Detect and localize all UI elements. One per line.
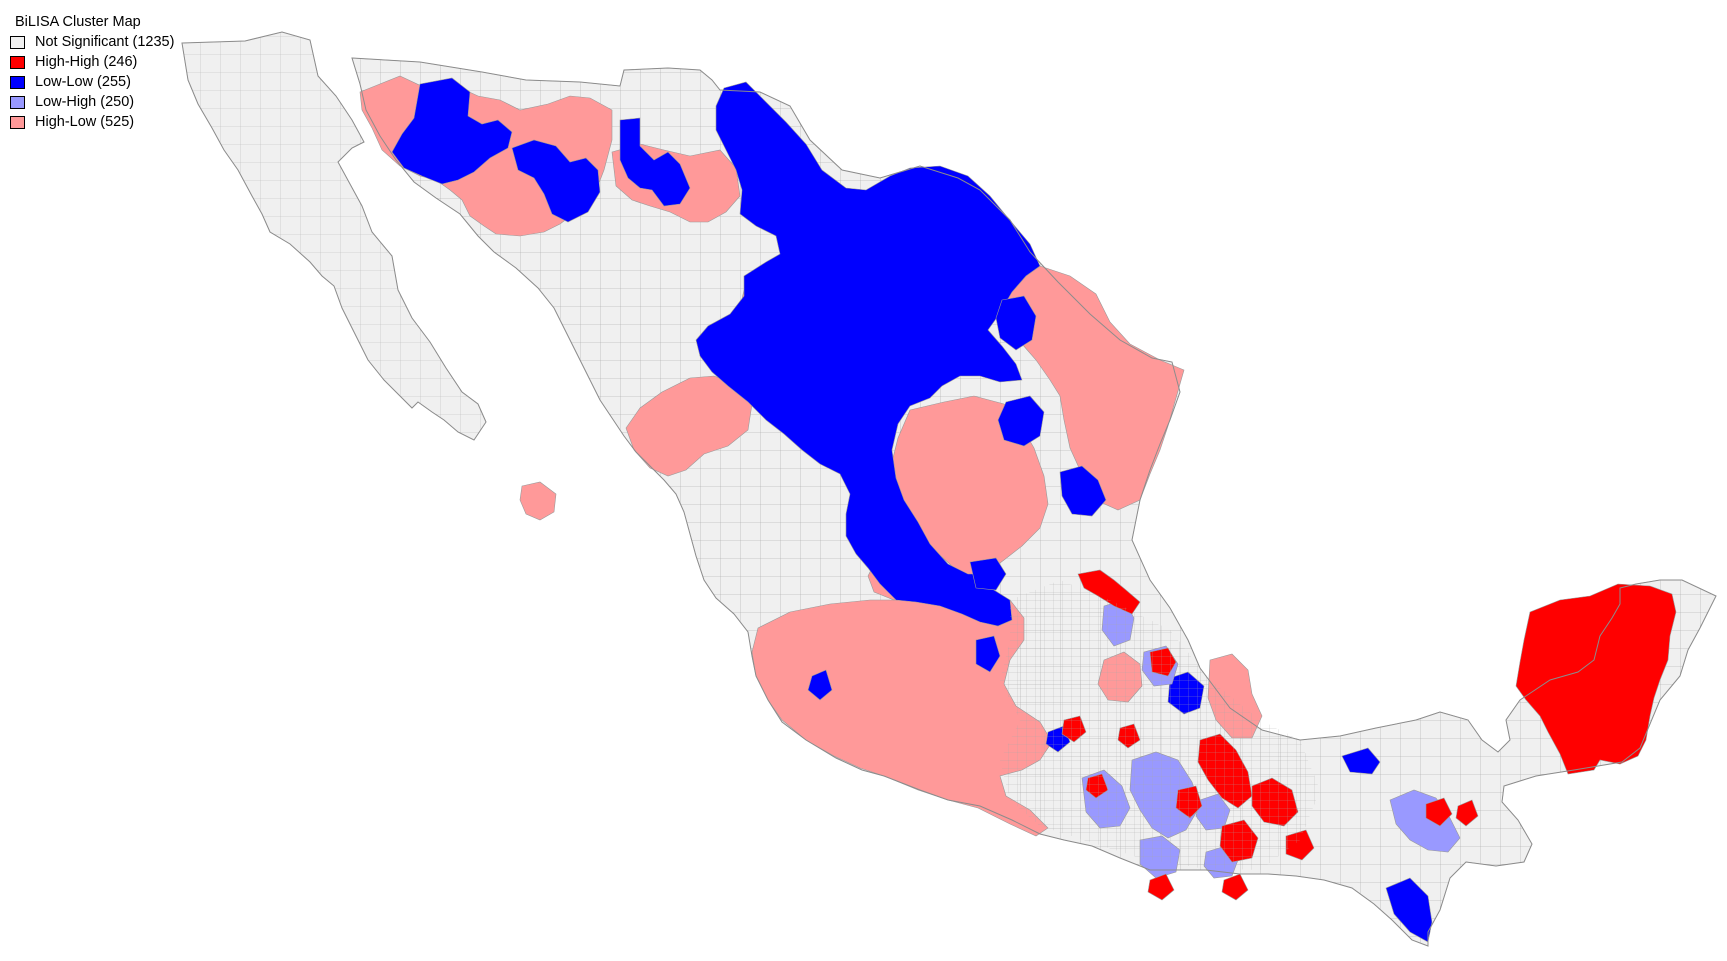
legend-swatch-low-low xyxy=(10,75,25,89)
legend-title: BiLISA Cluster Map xyxy=(15,14,141,30)
legend-label-high-high: High-High (246) xyxy=(35,53,138,70)
map-legend: BiLISA Cluster Map Not Significant (1235… xyxy=(10,13,174,132)
legend-swatch-low-high xyxy=(10,95,25,109)
legend-item-low-low[interactable]: Low-Low (255) xyxy=(10,72,174,92)
country-outline xyxy=(351,57,1717,947)
baja-boundaries xyxy=(182,32,486,440)
legend-swatch-high-low xyxy=(10,115,25,129)
legend-item-low-high[interactable]: Low-High (250) xyxy=(10,92,174,112)
legend-swatch-high-high xyxy=(10,55,25,69)
region-baja-islands xyxy=(519,481,557,521)
legend-item-high-high[interactable]: High-High (246) xyxy=(10,52,174,72)
legend-label-high-low: High-Low (525) xyxy=(35,113,135,130)
legend-label-low-high: Low-High (250) xyxy=(35,93,135,110)
legend-item-not-significant[interactable]: Not Significant (1235) xyxy=(10,32,174,52)
baja-outline xyxy=(181,31,487,441)
legend-label-low-low: Low-Low (255) xyxy=(35,73,131,90)
legend-swatch-not-significant xyxy=(10,35,25,49)
legend-label-not-significant: Not Significant (1235) xyxy=(35,33,175,50)
central-dense-boundaries xyxy=(1000,580,1320,870)
legend-item-high-low[interactable]: High-Low (525) xyxy=(10,112,174,132)
